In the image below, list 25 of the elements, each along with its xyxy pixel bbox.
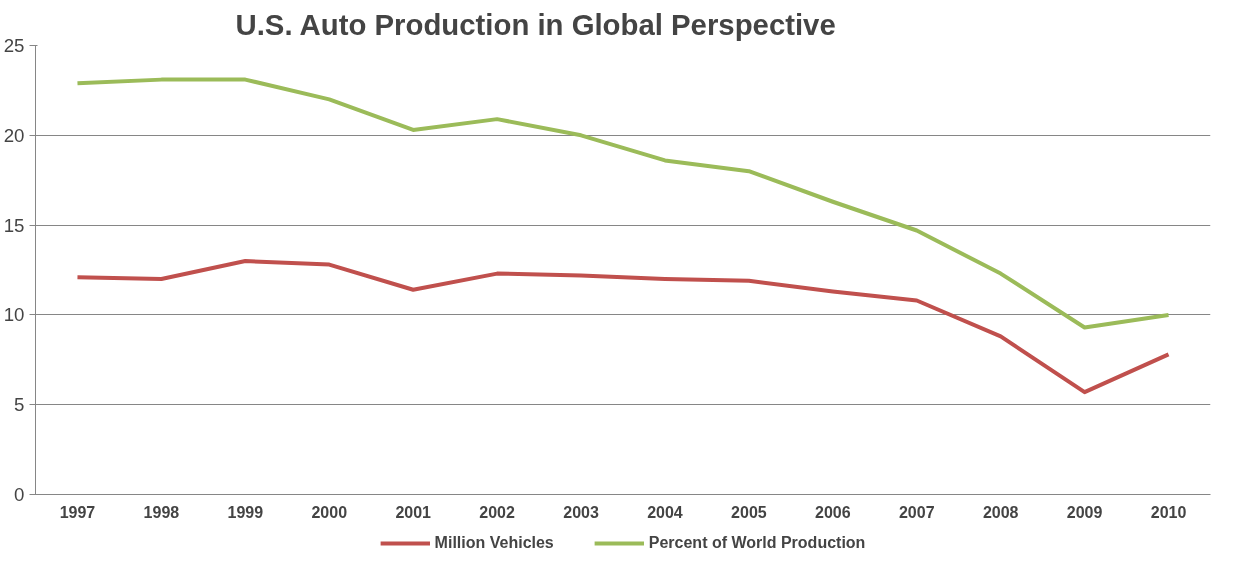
- x-tick-label: 2003: [563, 503, 599, 521]
- x-tick-label: 2004: [647, 503, 683, 521]
- x-tick-label: 2006: [815, 503, 851, 521]
- x-tick-label: 1998: [143, 503, 180, 521]
- x-tick-label: 2007: [898, 503, 935, 521]
- y-tick-label: 20: [3, 124, 25, 146]
- x-tick-label: 2000: [311, 503, 348, 521]
- y-tick-label: 25: [3, 35, 25, 56]
- x-tick-label: 2009: [1066, 503, 1103, 521]
- x-tick-label: 2001: [395, 503, 432, 521]
- x-tick-label: 2005: [731, 503, 767, 521]
- x-tick-label: 2010: [1150, 503, 1187, 521]
- line-series: [75, 259, 1171, 395]
- y-tick-label: 5: [14, 394, 25, 416]
- legend-label: Million Vehicles: [434, 533, 554, 552]
- y-tick-label: 0: [14, 484, 25, 505]
- x-tick-label: 1999: [227, 503, 264, 521]
- y-tick-label: 15: [3, 214, 25, 236]
- y-tick-label: 10: [3, 304, 25, 326]
- line-series: [75, 77, 1171, 330]
- legend-label: Percent of World Production: [648, 533, 866, 552]
- chart-title: U.S. Auto Production in Global Perspective: [235, 7, 836, 41]
- x-tick-label: 2002: [479, 503, 516, 521]
- x-tick-label: 2008: [982, 503, 1019, 521]
- x-tick-label: 1997: [59, 503, 96, 521]
